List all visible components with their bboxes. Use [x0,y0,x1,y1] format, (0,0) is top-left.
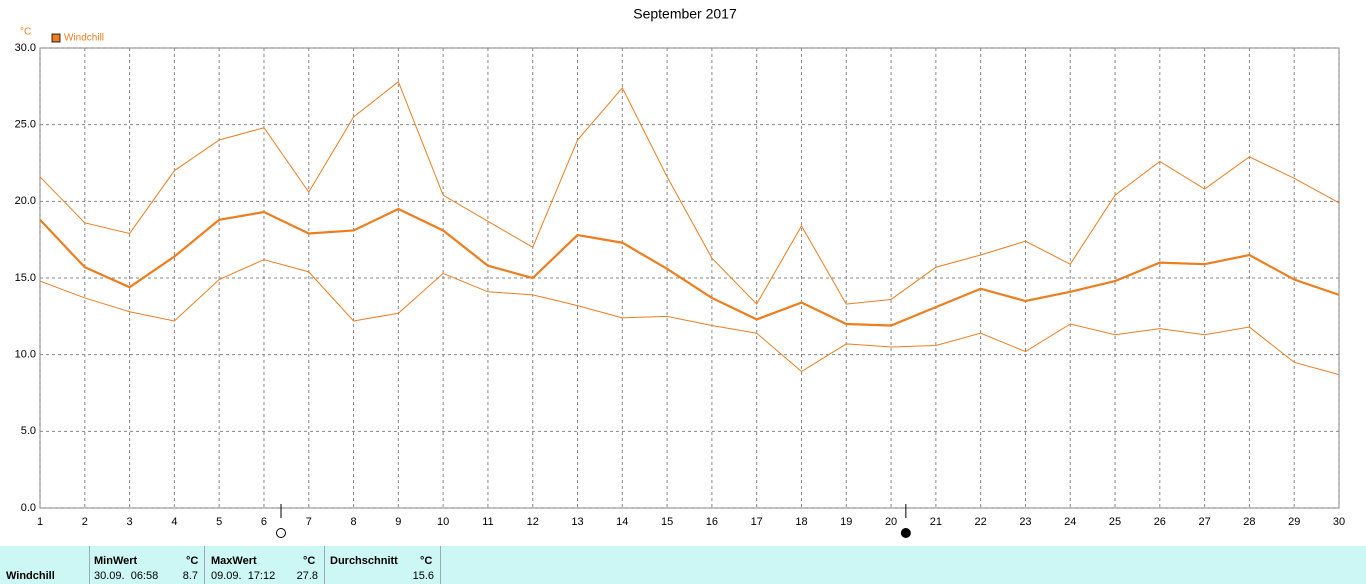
series-line [39,80,1340,305]
x-tick-label: 1 [37,516,43,528]
x-tick-label: 18 [795,516,807,528]
value: 15.6 [412,570,434,582]
x-tick-label: 15 [661,516,673,528]
unit: °C [186,555,199,567]
x-tick-label: 2 [82,516,88,528]
x-tick-label: 26 [1154,516,1166,528]
moon-phase [900,528,911,538]
x-tick-label: 14 [616,516,628,528]
col-title: Durchschnitt [330,555,398,567]
x-tick-label: 21 [930,516,942,528]
x-tick-label: 8 [350,516,356,528]
unit: °C [303,555,316,567]
x-tick-label: 12 [527,516,539,528]
y-tick-label: 25.0 [15,119,36,131]
chart: September 2017 °C 0.0 5.0 10.0 15.0 20.0 25.0… [15,6,1345,538]
x-tick-label: 11 [482,516,493,528]
x-tick-label: 24 [1064,516,1076,528]
cell: Windchill [0,546,90,584]
legend-label: Windchill [64,33,104,44]
time: 09.09. 17:12 [211,570,276,582]
value: 8.7 [182,570,198,582]
x-tick-label: 20 [885,516,897,528]
cell: Durchschnitt °C 15.6 [325,546,441,584]
x-tick-label: 29 [1288,516,1300,528]
y-tick-label: 0.0 [21,502,36,514]
x-tick-label: 16 [706,516,718,528]
y-tick-label: 5.0 [21,425,36,437]
row-label: Windchill [6,570,55,582]
y-unit: °C [20,27,31,38]
x-tick-label: 5 [216,516,222,528]
y-tick-label: 20.0 [15,195,36,207]
x-tick-label: 6 [261,516,267,528]
x-tick-label: 28 [1243,516,1255,528]
y-tick-label: 15.0 [15,272,36,284]
y-tick-label: 30.0 [15,42,36,54]
x-tick-label: 17 [751,516,763,528]
x-tick-label: 10 [437,516,449,528]
value: 27.8 [296,570,318,582]
x-tick-label: 25 [1109,516,1121,528]
x-tick-label: 30 [1333,516,1345,528]
col-title: MaxWert [211,555,257,567]
legend-swatch [51,33,61,43]
x-tick-label: 23 [1019,516,1031,528]
series-line [39,207,1340,327]
x-tick-label: 3 [127,516,133,528]
x-tick-label: 27 [1198,516,1210,528]
x-tick-label: 9 [395,516,401,528]
y-tick-label: 10.0 [15,349,36,361]
x-tick-label: 22 [975,516,987,528]
cell: MinWert °C 30.09. 06:58 8.7 [90,546,205,584]
chart-title: September 2017 [633,6,737,22]
x-tick-label: 7 [306,516,312,528]
x-tick-label: 13 [571,516,583,528]
moon-phase [275,528,286,538]
time: 30.09. 06:58 [94,570,159,582]
summary-table: Windchill MinWert °C 30.09. 06:58 8.7 Ma… [0,546,1366,584]
col-title: MinWert [94,555,138,567]
unit: °C [420,555,433,567]
cell: MaxWert °C 09.09. 17:12 27.8 [205,546,325,584]
x-tick-label: 19 [840,516,852,528]
series-line [39,259,1340,376]
x-tick-label: 4 [171,516,177,528]
